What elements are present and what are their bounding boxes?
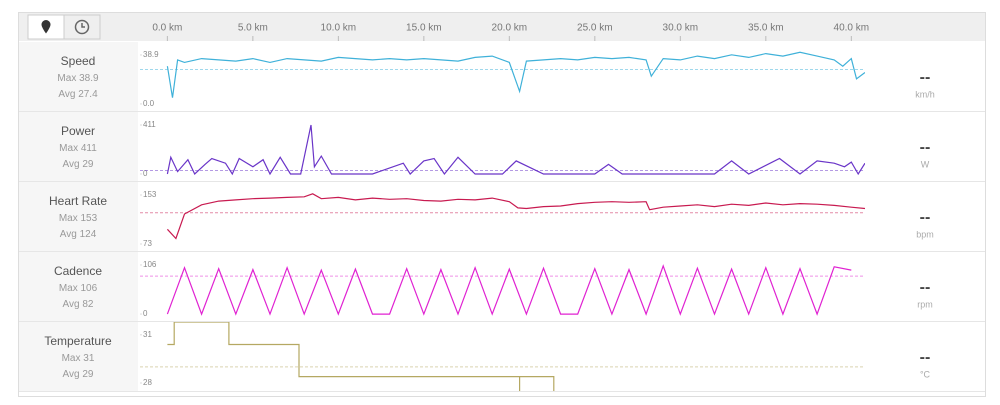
y-tick-label: 0 <box>143 169 148 178</box>
stat-value: 124 <box>80 229 97 240</box>
plot-bg <box>140 42 865 111</box>
label-cell <box>19 182 138 251</box>
stat-label: Max <box>59 143 78 154</box>
stat-value: 411 <box>81 143 97 154</box>
stat-label: Avg <box>63 299 80 310</box>
label-cell <box>19 322 138 391</box>
unit: bpm <box>916 229 934 239</box>
x-tick-label: 15.0 km <box>406 23 442 34</box>
stat: Max 153 <box>59 213 98 224</box>
stat: Avg 29 <box>63 369 94 380</box>
x-tick-label: 0.0 km <box>152 23 182 34</box>
clock-icon <box>74 19 90 35</box>
panel-title: Temperature <box>44 334 112 348</box>
stat-label: Max <box>59 213 78 224</box>
stat-value: 106 <box>81 283 98 294</box>
label-cell <box>19 112 138 181</box>
unit: °C <box>920 369 931 379</box>
stat: Avg 124 <box>60 229 97 240</box>
y-tick-label: 411 <box>143 120 156 129</box>
stat-value: 153 <box>81 213 98 224</box>
stat: Max 411 <box>59 143 97 154</box>
panel-title: Heart Rate <box>49 194 107 208</box>
current-value: -- <box>920 209 931 226</box>
y-tick-label: 0.0 <box>143 99 155 108</box>
header-bar <box>19 13 985 41</box>
plot <box>140 51 865 98</box>
plot <box>140 124 865 176</box>
unit: km/h <box>915 89 935 99</box>
data-line <box>166 193 865 240</box>
clock-hands <box>81 23 85 28</box>
stat-label: Avg <box>63 369 80 380</box>
stat-value: 31 <box>83 353 95 364</box>
y-tick-label: 106 <box>143 260 157 269</box>
x-tick-label: 20.0 km <box>492 23 528 34</box>
label-cell <box>19 42 138 111</box>
stat-label: Avg <box>63 159 80 170</box>
stat-label: Max <box>59 283 78 294</box>
plot-bg <box>140 322 865 391</box>
x-tick-label: 35.0 km <box>748 23 784 34</box>
current-value: -- <box>920 69 931 86</box>
unit: rpm <box>917 299 933 309</box>
plot-bg <box>140 182 865 251</box>
label-cell <box>19 252 138 321</box>
stat: Avg 27.4 <box>58 89 98 100</box>
y-tick-label: 31 <box>143 330 152 339</box>
stat-value: 29 <box>82 369 94 380</box>
stat: Max 106 <box>59 283 98 294</box>
stat-label: Max <box>62 353 81 364</box>
x-tick-label: 25.0 km <box>577 23 613 34</box>
panel-title: Speed <box>61 54 96 68</box>
stat-label: Avg <box>58 89 75 100</box>
plot-bg <box>140 112 865 181</box>
stat: Max 38.9 <box>57 73 99 84</box>
stat-label: Max <box>57 73 76 84</box>
y-tick-label: 153 <box>143 190 157 199</box>
data-line <box>167 322 555 391</box>
pin-icon <box>41 20 51 34</box>
x-tick-label: 5.0 km <box>238 23 268 34</box>
stat-value: 29 <box>82 159 94 170</box>
y-tick-label: 73 <box>143 239 152 248</box>
y-tick-label: 28 <box>143 378 152 387</box>
plot <box>140 322 865 391</box>
x-tick-label: 30.0 km <box>663 23 699 34</box>
x-tick-label: 40.0 km <box>834 23 870 34</box>
current-value: -- <box>920 279 931 296</box>
unit: W <box>921 159 930 169</box>
data-line <box>166 124 865 176</box>
data-line <box>166 264 852 316</box>
stat-value: 82 <box>82 299 94 310</box>
stat: Avg 82 <box>63 299 94 310</box>
stat-value: 38.9 <box>79 73 99 84</box>
x-tick-label: 10.0 km <box>321 23 357 34</box>
stat: Max 31 <box>62 353 95 364</box>
plot <box>140 264 865 316</box>
y-tick-label: 0 <box>143 309 148 318</box>
panel-title: Cadence <box>54 264 102 278</box>
current-value: -- <box>920 349 931 366</box>
y-tick-label: 38.9 <box>143 50 159 59</box>
stat-label: Avg <box>60 229 77 240</box>
stat-value: 27.4 <box>78 89 98 100</box>
stat: Avg 29 <box>63 159 94 170</box>
current-value: -- <box>920 139 931 156</box>
panel-title: Power <box>61 124 95 138</box>
plot <box>140 193 865 240</box>
data-line <box>166 51 865 98</box>
